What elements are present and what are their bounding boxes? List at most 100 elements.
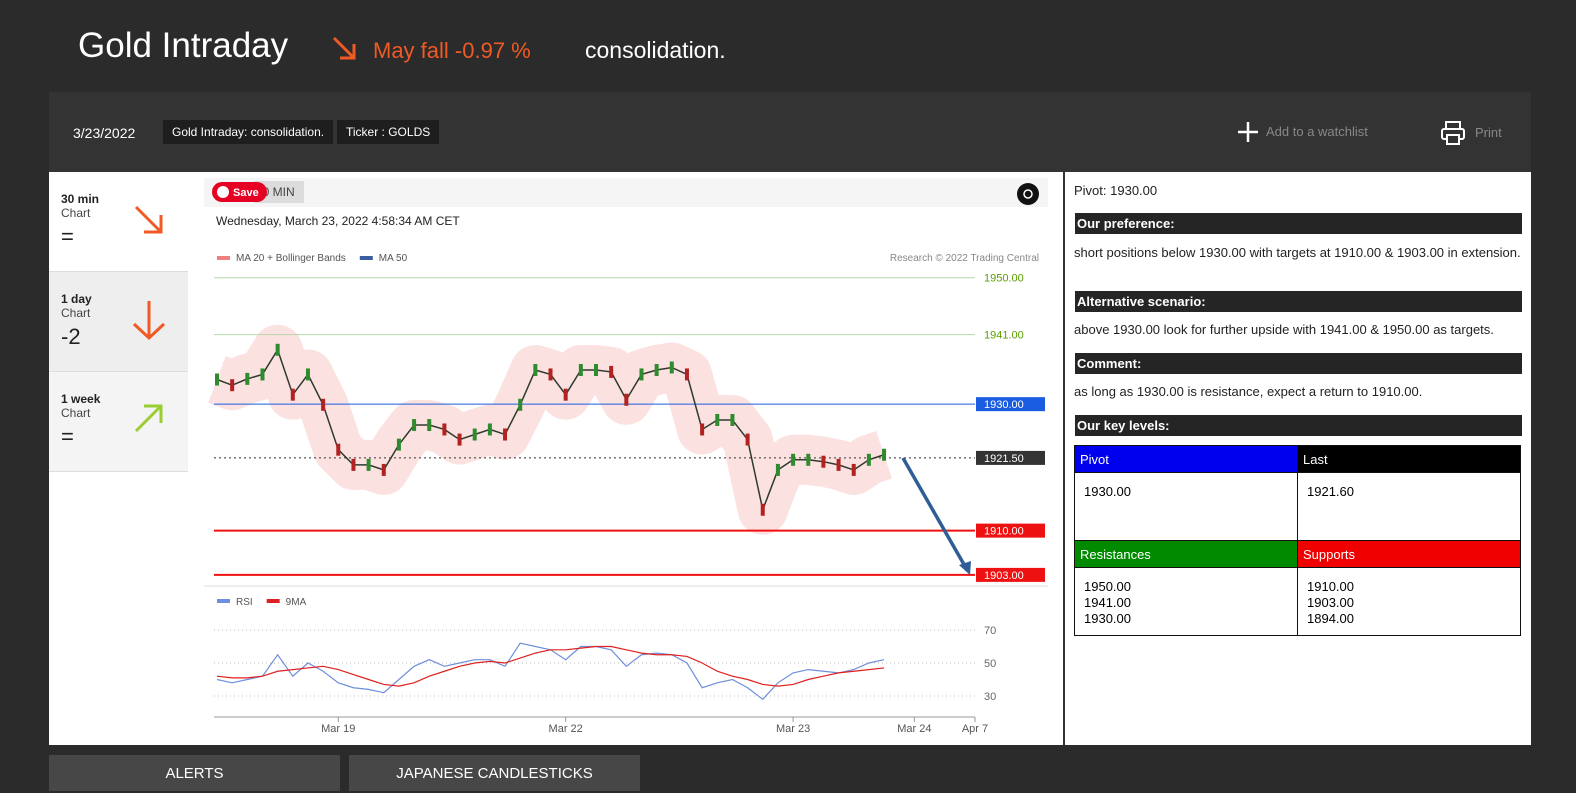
candle bbox=[609, 365, 614, 378]
fall-icon bbox=[332, 36, 356, 60]
candle bbox=[518, 398, 523, 411]
y-tick-label: 50 bbox=[984, 658, 996, 670]
candle bbox=[260, 368, 265, 381]
snapshot-icon bbox=[1017, 183, 1039, 205]
chart-link: Chart bbox=[61, 306, 91, 320]
section-heading: Our preference: bbox=[1075, 213, 1522, 234]
score: = bbox=[61, 224, 74, 249]
candle bbox=[882, 448, 887, 461]
timeframe[interactable]: 1 week Chart = bbox=[49, 372, 188, 472]
candle bbox=[563, 388, 568, 401]
save: Save bbox=[233, 187, 259, 199]
interval-button bbox=[254, 181, 304, 203]
candle bbox=[215, 373, 219, 386]
candle bbox=[700, 423, 705, 436]
level-label: 1910.00 bbox=[984, 526, 1024, 538]
level-box bbox=[976, 397, 1045, 412]
pin-icon bbox=[217, 186, 229, 198]
candle bbox=[836, 458, 841, 471]
candle bbox=[715, 413, 720, 426]
section-text: short positions below 1930.00 with targe… bbox=[1074, 245, 1521, 260]
print-icon[interactable] bbox=[1439, 119, 1467, 147]
level-value: 1950.00 bbox=[1084, 579, 1131, 594]
y-tick-label: 70 bbox=[984, 625, 996, 637]
th: Last bbox=[1298, 446, 1520, 472]
plus-icon[interactable] bbox=[1236, 120, 1260, 144]
legend-swatch bbox=[266, 599, 280, 603]
summary: consolidation. bbox=[585, 37, 726, 63]
candle bbox=[669, 361, 674, 374]
candle bbox=[594, 364, 598, 377]
candle bbox=[442, 423, 447, 436]
legend-swatch bbox=[217, 599, 230, 603]
level-box bbox=[976, 567, 1045, 582]
level-label: 1903.00 bbox=[984, 570, 1024, 582]
y-tick-label: 30 bbox=[984, 691, 996, 703]
candle bbox=[791, 453, 796, 466]
section-text: as long as 1930.00 is resistance, expect… bbox=[1074, 384, 1423, 399]
legend-label: MA 50 bbox=[379, 253, 408, 264]
candle bbox=[533, 364, 538, 377]
td: 1921.60 bbox=[1307, 484, 1354, 499]
title: Gold Intraday bbox=[78, 26, 289, 65]
candle bbox=[230, 379, 235, 392]
th: Resistances bbox=[1075, 541, 1297, 567]
section-heading: Our key levels: bbox=[1075, 415, 1522, 436]
candle bbox=[851, 463, 856, 476]
level-label: 1921.50 bbox=[984, 453, 1024, 465]
candle bbox=[639, 368, 644, 381]
x-tick-label: Mar 22 bbox=[549, 723, 583, 735]
x-tick-label: Mar 23 bbox=[776, 723, 810, 735]
credit: Research © 2022 Trading Central bbox=[890, 253, 1039, 264]
level-value: 1910.00 bbox=[1307, 579, 1354, 594]
candle bbox=[624, 393, 629, 406]
print[interactable]: Print bbox=[1475, 125, 1502, 140]
table-rule bbox=[1075, 472, 1520, 473]
legend-swatch bbox=[217, 256, 230, 260]
candle bbox=[548, 368, 553, 381]
level-value: 1894.00 bbox=[1307, 611, 1354, 626]
candle bbox=[730, 413, 735, 426]
x-tick-label: Apr 7 bbox=[962, 723, 988, 735]
candle bbox=[487, 423, 492, 436]
td: 1930.00 bbox=[1084, 484, 1131, 499]
watchlist[interactable]: Add to a watchlist bbox=[1266, 124, 1368, 139]
candle bbox=[775, 463, 780, 476]
candle bbox=[245, 372, 250, 385]
level-value: 1903.00 bbox=[1307, 595, 1354, 610]
forecast: May fall -0.97 % bbox=[373, 38, 531, 63]
candle bbox=[472, 428, 477, 441]
score: = bbox=[61, 424, 74, 449]
level-box bbox=[976, 450, 1045, 465]
tag: Gold Intraday: consolidation. bbox=[163, 120, 334, 144]
candle bbox=[381, 463, 386, 476]
tab[interactable]: ALERTS bbox=[49, 755, 340, 791]
level-label: 1950.00 bbox=[984, 273, 1024, 285]
tag: Ticker : GOLDS bbox=[337, 120, 440, 144]
candle bbox=[806, 453, 811, 466]
candle bbox=[760, 503, 765, 516]
candle bbox=[654, 364, 659, 377]
snapshot-lens bbox=[1023, 189, 1033, 199]
resistance-list: 1950.00 1941.00 1930.00 bbox=[1084, 579, 1131, 627]
score: -2 bbox=[61, 324, 81, 349]
tab[interactable]: JAPANESE CANDLESTICKS bbox=[349, 755, 640, 791]
table-rule bbox=[1075, 540, 1520, 541]
period: 1 week bbox=[61, 392, 101, 406]
timeframe[interactable]: 1 day Chart -2 bbox=[49, 272, 188, 372]
period: 30 min bbox=[61, 192, 100, 206]
key-table bbox=[1074, 445, 1521, 636]
candle bbox=[336, 443, 341, 456]
th: Supports bbox=[1298, 541, 1520, 567]
candle bbox=[821, 455, 826, 468]
chart-header bbox=[204, 178, 1048, 207]
level-label: 1930.00 bbox=[984, 399, 1024, 411]
level-value: 1930.00 bbox=[1084, 611, 1131, 626]
legend-label: RSI bbox=[236, 597, 253, 608]
timeframe[interactable]: 30 min Chart = bbox=[49, 172, 188, 272]
candle bbox=[503, 428, 508, 441]
candle bbox=[457, 433, 462, 446]
x-tick-label: Mar 19 bbox=[321, 723, 355, 735]
level-label: 1941.00 bbox=[984, 330, 1024, 342]
